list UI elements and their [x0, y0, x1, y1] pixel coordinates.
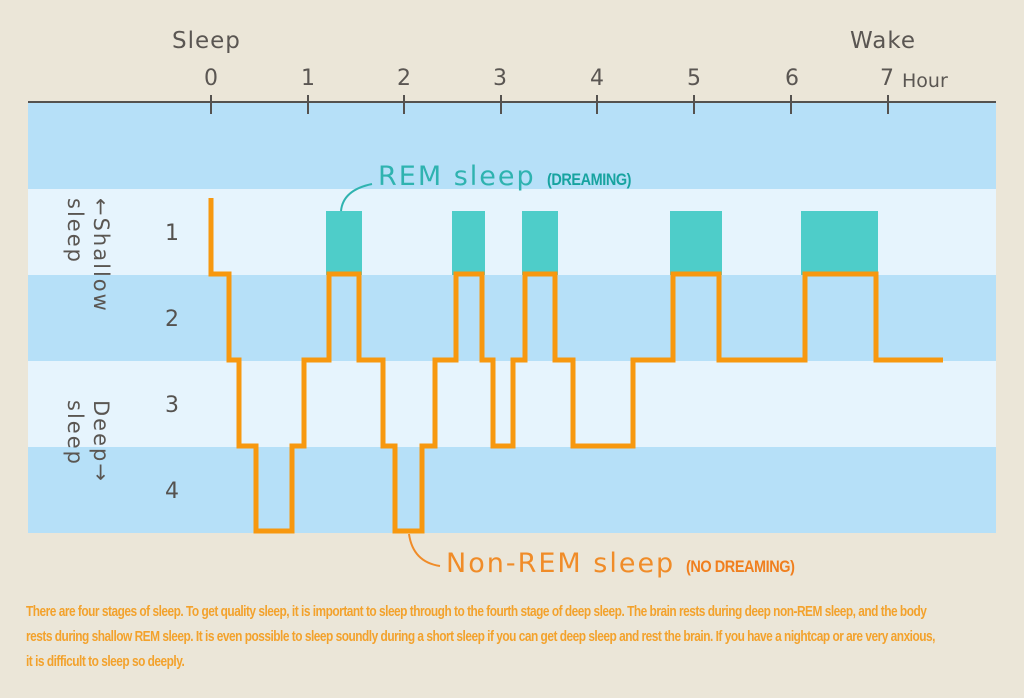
shallow-label-line1: ←Shallow — [89, 198, 113, 313]
tick-label-4: 4 — [590, 66, 604, 91]
band-top — [28, 103, 996, 189]
rem-annotation: REM sleep (DREAMING) — [378, 161, 646, 192]
rem-block — [801, 211, 878, 275]
hypnogram-line — [208, 198, 943, 534]
description-line-1: There are four stages of sleep. To get q… — [26, 604, 927, 620]
tick-label-5: 5 — [687, 66, 701, 91]
nrem-annotation: Non-REM sleep (NO DREAMING) — [446, 548, 814, 579]
stage-label-3: 3 — [165, 393, 179, 418]
rem-blocks — [326, 211, 878, 275]
shallow-label-line2: sleep — [63, 198, 87, 264]
description-line-2: rests during shallow REM sleep. It is ev… — [26, 629, 935, 645]
stage-label-4: 4 — [165, 479, 179, 504]
wake-label: Wake — [850, 28, 917, 54]
axis-ticks — [210, 95, 889, 114]
deep-sleep-label: Deep→ sleep — [62, 400, 114, 483]
tick-label-0: 0 — [204, 66, 218, 91]
band-stage-2 — [28, 275, 996, 361]
stage-label-2: 2 — [165, 307, 179, 332]
deep-label-line1: Deep→ — [89, 400, 113, 483]
tick-label-3: 3 — [493, 66, 507, 91]
tick-label-1: 1 — [301, 66, 315, 91]
tick-label-2: 2 — [397, 66, 411, 91]
tick-label-7: 7 — [880, 66, 894, 91]
stage-label-1: 1 — [165, 221, 179, 246]
rem-subtitle: (DREAMING) — [546, 170, 631, 189]
nrem-subtitle: (NO DREAMING) — [686, 557, 795, 576]
tick-label-6: 6 — [785, 66, 799, 91]
rem-block — [522, 211, 558, 275]
rem-title: REM sleep — [378, 161, 536, 192]
nrem-callout-line — [408, 533, 441, 567]
nrem-title: Non-REM sleep — [446, 548, 676, 579]
deep-label-line2: sleep — [63, 400, 87, 466]
band-stage-4 — [28, 447, 996, 533]
rem-block — [452, 211, 485, 275]
rem-block — [326, 211, 362, 275]
rem-block — [670, 211, 722, 275]
rem-callout-line — [340, 183, 373, 212]
description-line-3: it is difficult to sleep so deeply. — [26, 654, 185, 670]
hour-unit-label: Hour — [902, 70, 948, 92]
shallow-sleep-label: ←Shallow sleep — [62, 198, 114, 313]
sleep-label: Sleep — [172, 28, 241, 54]
description-text: There are four stages of sleep. To get q… — [26, 600, 1010, 675]
